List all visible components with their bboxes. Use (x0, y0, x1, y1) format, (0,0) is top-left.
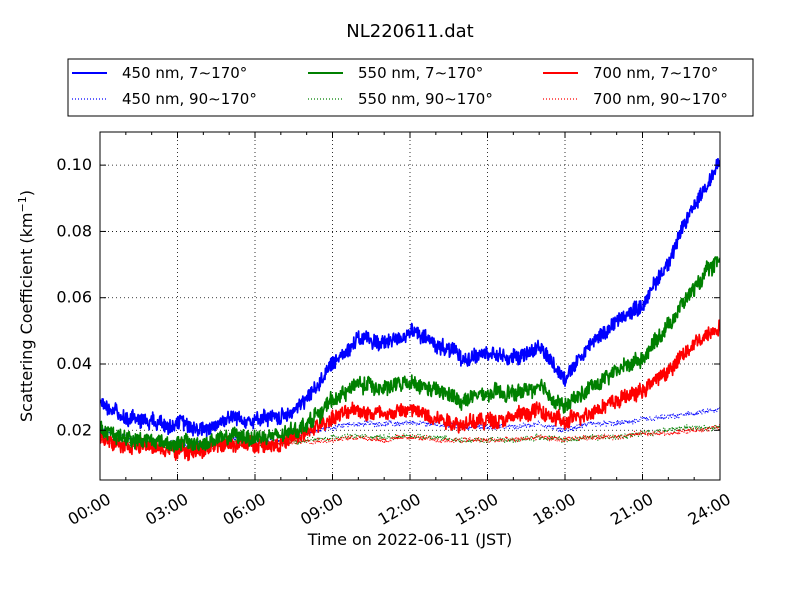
x-tick-label: 03:00 (142, 489, 191, 529)
y-tick-label: 0.04 (56, 354, 92, 373)
plot-area (100, 157, 720, 462)
legend-box (67, 58, 754, 117)
series-line (100, 157, 720, 437)
x-tick-label: 12:00 (375, 489, 424, 529)
x-tick-label: 00:00 (65, 489, 114, 529)
y-tick-label: 0.08 (56, 221, 92, 240)
x-tick-label: 18:00 (530, 489, 579, 529)
legend-label: 550 nm, 7∼170° (358, 64, 483, 82)
x-tick-label: 09:00 (297, 489, 346, 529)
y-axis-label-close: ) (17, 190, 36, 196)
x-axis-label: Time on 2022-06-11 (JST) (307, 530, 512, 549)
series-line (100, 423, 720, 451)
y-tick-label: 0.06 (56, 288, 92, 307)
x-tick-label: 21:00 (607, 489, 656, 529)
x-tick-label: 24:00 (685, 489, 734, 529)
legend-label: 450 nm, 90∼170° (122, 90, 257, 108)
legend: 450 nm, 7∼170° 450 nm, 90∼170° 550 nm, 7∼1… (67, 58, 754, 117)
y-tick-label: 0.10 (56, 155, 92, 174)
grid (100, 132, 720, 480)
legend-label: 700 nm, 7∼170° (593, 64, 718, 82)
legend-label: 700 nm, 90∼170° (593, 90, 728, 108)
y-axis-label: Scattering Coefficient (km−1) (16, 190, 36, 422)
series-line (100, 319, 720, 462)
legend-label: 550 nm, 90∼170° (358, 90, 493, 108)
y-axis-label-main: Scattering Coefficient (km (17, 212, 36, 422)
axis-ticks: 00:00 03:00 06:00 09:00 12:00 15:00 18:00 21:00… (56, 132, 734, 529)
legend-label: 450 nm, 7∼170° (122, 64, 247, 82)
x-tick-label: 06:00 (220, 489, 269, 529)
y-tick-label: 0.02 (56, 420, 92, 439)
x-tick-label: 15:00 (452, 489, 501, 529)
chart-title: NL220611.dat (346, 21, 473, 42)
y-axis-label-sup: −1 (16, 196, 29, 212)
series-line (100, 256, 720, 453)
